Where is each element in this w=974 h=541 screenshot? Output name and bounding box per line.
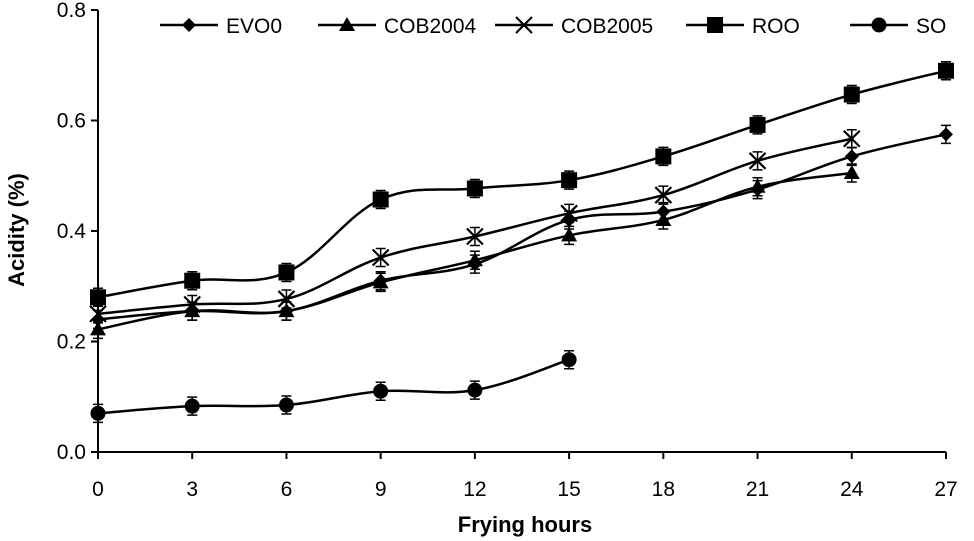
x-tick-label-24: 24 [840,478,864,501]
x-tick-label-3: 3 [186,478,198,501]
data-point-roo-6 [278,264,295,281]
y-tick-label-0-8: 0.8 [57,0,86,22]
legend-item-roo: ROO [686,15,800,38]
legend-label-cob2004: COB2004 [384,15,477,38]
data-point-cob2004-6 [278,303,295,318]
y-tick-label-0-2: 0.2 [57,331,86,354]
legend-item-cob2004: COB2004 [318,15,477,38]
data-point-cob2004-12 [466,252,483,267]
y-tick-label-0-4: 0.4 [57,220,87,243]
data-point-roo-9 [372,191,389,208]
legend-marker-evo0 [182,18,196,32]
data-point-roo-24 [843,86,860,103]
data-point-cob2005-15 [560,204,578,223]
x-tick-label-12: 12 [463,478,486,501]
series-line-cob2005 [97,137,853,316]
data-point-cob2005-3 [183,295,201,314]
data-point-roo-18 [655,148,672,165]
series-markers [89,61,954,424]
data-point-cob2004-24 [843,164,860,179]
data-point-cob2005-6 [277,290,296,308]
series-lines [97,69,947,415]
data-point-roo-0 [90,289,106,306]
data-point-cob2005-9 [371,248,390,267]
y-tick-label-0-6: 0.6 [57,110,86,133]
data-point-roo-21 [749,116,766,133]
legend-item-so: SO [850,15,946,38]
legend-item-evo0: EVO0 [160,15,282,38]
legend-label-roo: ROO [752,15,800,38]
legend-item-cob2005: COB2005 [495,15,653,38]
data-point-so-12 [467,382,483,398]
data-point-roo-12 [466,180,483,197]
x-tick-label-15: 15 [557,478,580,501]
x-axis-title: Frying hours [458,512,592,537]
data-point-roo-27 [938,62,954,79]
data-point-cob2004-21 [749,178,766,193]
data-point-so-6 [278,397,294,413]
y-tick-label-0-0: 0.0 [57,441,86,464]
data-point-cob2005-12 [466,227,484,246]
series-line-evo0 [97,133,947,321]
x-tick-label-27: 27 [934,478,957,501]
data-point-evo0-24 [844,149,859,164]
legend-label-evo0: EVO0 [226,15,282,38]
data-point-cob2005-24 [843,129,861,148]
data-point-so-0 [90,405,106,421]
data-point-cob2005-21 [748,152,767,170]
data-point-cob2004-9 [372,274,389,289]
data-point-evo0-27 [939,127,953,142]
data-point-cob2004-15 [561,227,578,242]
data-point-so-3 [184,398,200,414]
legend-marker-cob2005 [515,16,533,34]
axes: 0.0 0.2 0.4 0.6 0.8 0 3 6 9 12 15 18 21 24 27 [57,0,958,501]
data-point-cob2004-0 [90,321,106,336]
data-point-roo-15 [561,172,578,189]
x-tick-label-21: 21 [746,478,769,501]
x-tick-label-0: 0 [92,478,104,501]
data-point-so-15 [561,352,577,368]
y-axis-title: Acidity (%) [4,173,29,287]
legend-marker-so [871,17,887,33]
series-line-so [97,358,570,415]
series-line-roo [97,69,947,299]
x-tick-label-9: 9 [375,478,387,501]
data-point-cob2005-0 [89,305,107,323]
legend: EVO0 COB2004 COB2005 ROO SO [160,15,946,38]
data-point-roo-3 [184,272,201,289]
legend-label-cob2005: COB2005 [561,15,653,38]
x-tick-label-18: 18 [652,478,675,501]
data-point-so-9 [373,383,389,399]
data-point-cob2005-18 [654,186,673,204]
data-point-cob2004-18 [655,211,672,226]
x-tick-label-6: 6 [281,478,293,501]
legend-label-so: SO [916,15,946,38]
legend-marker-roo [707,17,723,33]
legend-marker-cob2004 [339,17,355,31]
